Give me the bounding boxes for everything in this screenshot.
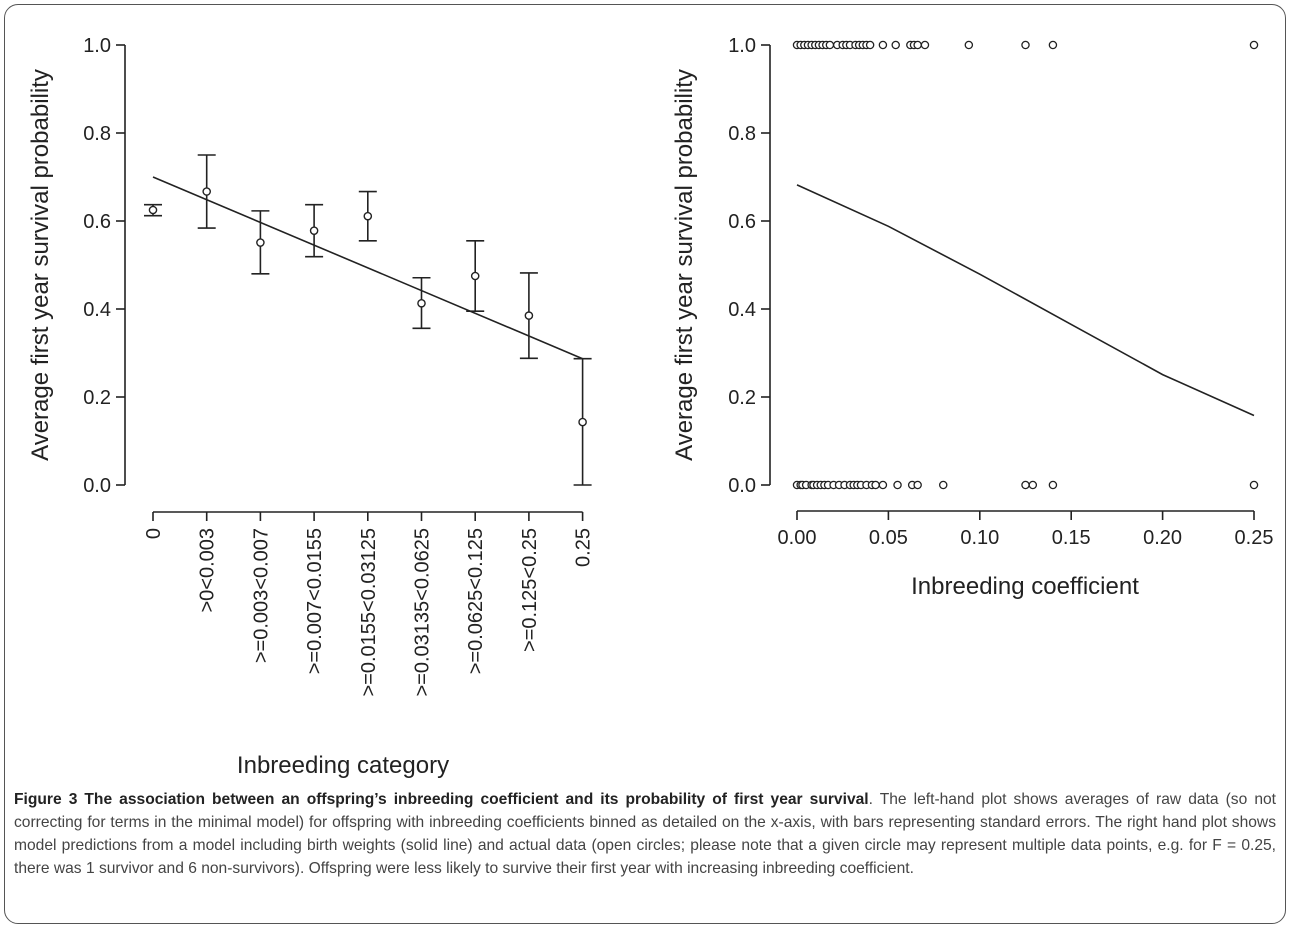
right-y-tick-label: 0.8 — [728, 123, 756, 145]
left-x-tick-label: >=0.125<0.25 — [519, 528, 541, 652]
right-model-curve — [796, 184, 1255, 417]
left-y-tick-label: 0.2 — [83, 387, 111, 409]
left-data-point — [417, 298, 426, 308]
right-point-died — [1028, 480, 1038, 490]
left-y-axis-title: Average first year survival probability — [27, 69, 54, 461]
left-data-point — [470, 271, 480, 281]
right-point-died — [878, 480, 888, 490]
right-x-tick-label: 0.25 — [1235, 527, 1274, 549]
right-point-survived — [865, 40, 875, 50]
left-data-point — [256, 238, 265, 247]
right-y-tick-label: 0.4 — [728, 299, 756, 321]
right-point-survived — [1249, 40, 1259, 50]
right-y-tick-label: 0.2 — [728, 387, 756, 409]
right-point-died — [871, 480, 880, 490]
left-regression-line — [152, 176, 583, 360]
caption-title: Figure 3 The association between an offs… — [14, 791, 869, 808]
right-point-died — [893, 480, 902, 490]
right-x-axis-title: Inbreeding coefficient — [911, 573, 1139, 600]
right-x-tick-label: 0.05 — [869, 527, 908, 549]
right-point-died — [938, 480, 948, 490]
left-x-tick-label: >=0.003<0.007 — [250, 528, 272, 663]
figure-caption: Figure 3 The association between an offs… — [14, 788, 1276, 880]
right-point-survived — [1048, 40, 1058, 50]
right-y-tick-label: 1.0 — [728, 35, 756, 57]
figure-charts: 0.0 0.2 0.4 0.6 0.8 1.0 Average first year sur… — [27, 35, 1273, 779]
left-y-tick-label: 0.6 — [83, 211, 111, 233]
right-point-survived — [920, 40, 930, 50]
right-point-survived — [878, 40, 888, 50]
right-point-survived — [891, 40, 900, 50]
left-y-tick-label: 1.0 — [83, 35, 111, 57]
right-point-died — [1249, 480, 1259, 490]
left-x-tick-label: >=0.0155<0.03125 — [358, 528, 380, 697]
left-data-point — [148, 205, 158, 215]
left-y-tick-label: 0.4 — [83, 299, 111, 321]
left-y-tick-label: 0.8 — [83, 123, 111, 145]
right-point-survived — [964, 40, 974, 50]
right-x-tick-label: 0.00 — [778, 527, 817, 549]
right-y-tick-label: 0.6 — [728, 211, 756, 233]
right-point-survived — [913, 40, 922, 50]
right-point-survived — [1021, 40, 1030, 50]
right-point-died — [1048, 480, 1058, 490]
right-x-tick-label: 0.10 — [960, 527, 999, 549]
right-x-tick-label: 0.20 — [1143, 527, 1182, 549]
left-x-axis-title: Inbreeding category — [237, 752, 449, 779]
left-panel: 0.0 0.2 0.4 0.6 0.8 1.0 Average first year sur… — [27, 35, 595, 779]
left-y-tick-label: 0.0 — [83, 475, 111, 497]
figure-frame — [4, 4, 1286, 924]
left-x-tick-label: 0 — [143, 528, 165, 539]
left-x-tick-label: 0.25 — [573, 528, 595, 567]
left-x-tick-label: >=0.03135<0.0625 — [412, 528, 434, 697]
left-data-point — [202, 187, 211, 196]
right-y-axis-title: Average first year survival probability — [671, 69, 698, 461]
right-point-died — [1021, 480, 1030, 490]
right-y-tick-label: 0.0 — [728, 475, 756, 497]
right-point-survived — [825, 40, 835, 50]
left-x-tick-label: >0<0.003 — [197, 528, 219, 613]
right-x-tick-label: 0.15 — [1052, 527, 1091, 549]
left-data-point — [309, 226, 319, 235]
left-x-tick-label: >=0.0625<0.125 — [465, 528, 487, 674]
left-data-point — [578, 417, 587, 427]
right-panel: 0.0 0.2 0.4 0.6 0.8 1.0 Average first year sur… — [671, 35, 1273, 600]
right-point-died — [913, 480, 922, 490]
left-x-tick-label: >=0.007<0.0155 — [304, 528, 326, 674]
left-data-point — [363, 211, 373, 221]
caption-body: . The left-hand plot shows averages of r… — [14, 791, 1276, 877]
left-data-point — [524, 311, 534, 320]
